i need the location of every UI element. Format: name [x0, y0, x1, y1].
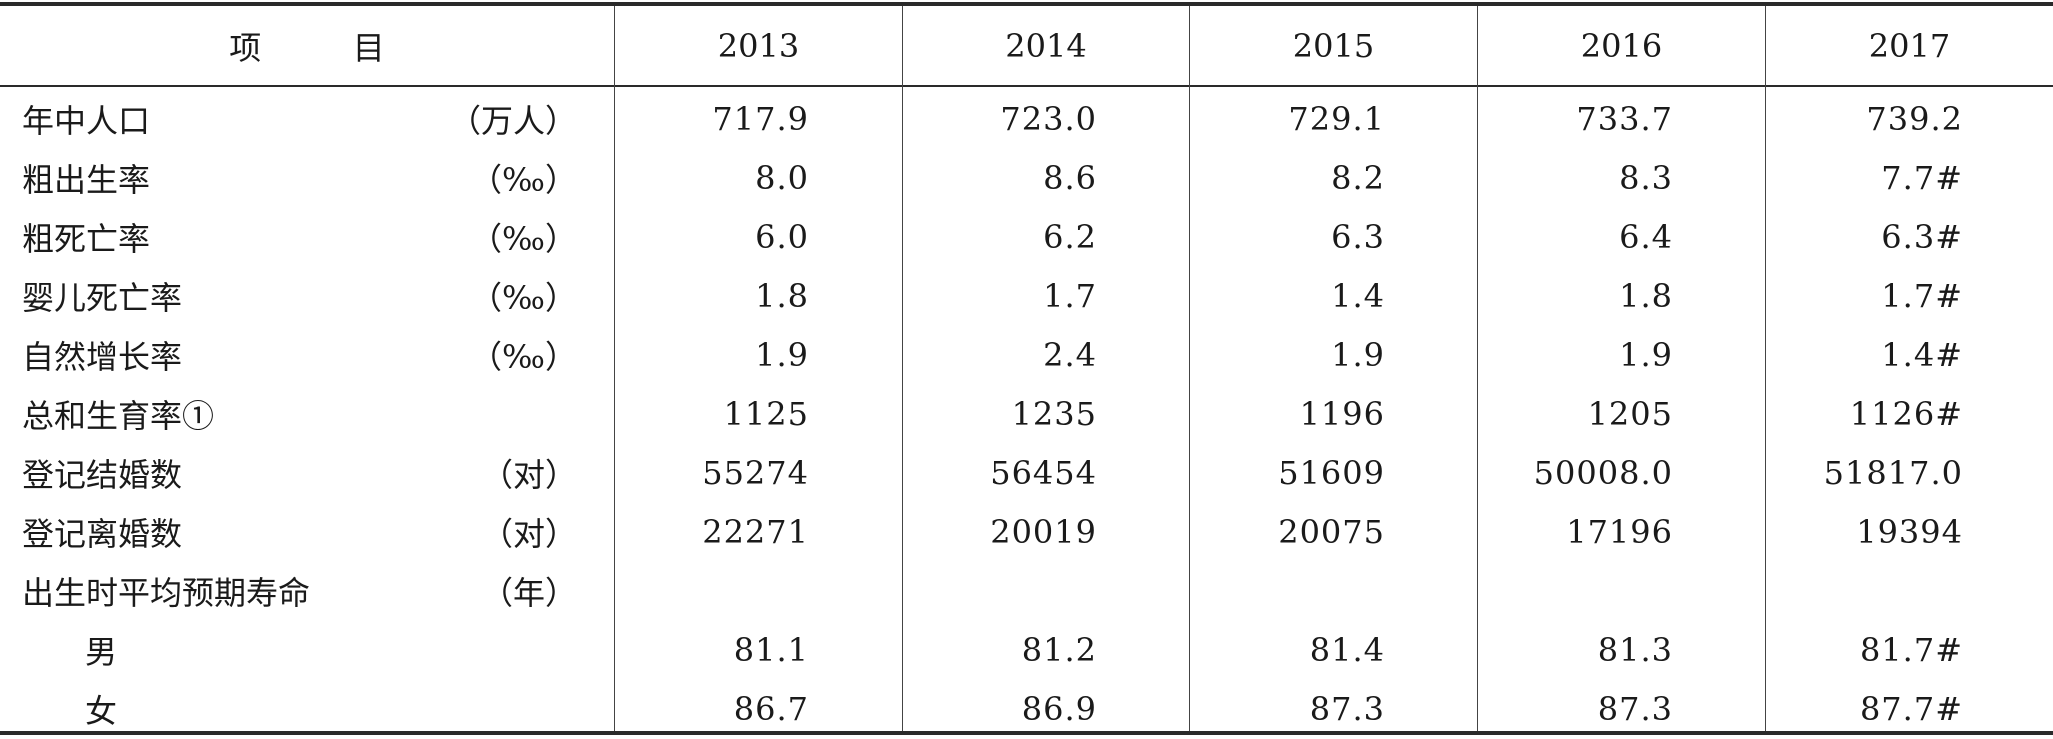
header-year-2015: 2015: [1292, 26, 1375, 65]
value-cell: 6.0: [755, 217, 809, 256]
row-label: 总和生育率①: [22, 396, 215, 435]
value-cell: 51817.0: [1823, 453, 1963, 492]
row-label: 男: [85, 632, 118, 671]
row-label: 女: [85, 691, 118, 730]
value-cell: 1.8: [1619, 276, 1673, 315]
row-label: 粗出生率: [22, 160, 151, 199]
value-cell: 86.9: [1021, 689, 1097, 728]
value-cell: 55274: [702, 453, 809, 492]
table-row: 登记离婚数 （对） 22271 20019 20075 17196 19394: [0, 502, 2053, 561]
value-cell: 81.1: [733, 630, 809, 669]
header-year-2016: 2016: [1580, 26, 1663, 65]
value-cell: 1196: [1299, 394, 1385, 433]
value-cell: 1.4: [1331, 276, 1385, 315]
value-cell: 81.4: [1309, 630, 1385, 669]
value-cell: 51609: [1278, 453, 1385, 492]
table-row: 总和生育率① 1125 1235 1196 1205 1126#: [0, 384, 2053, 443]
value-cell: 729.1: [1288, 99, 1385, 138]
column-divider: [1477, 6, 1478, 731]
row-unit: （‰）: [470, 160, 577, 199]
value-cell: 87.7#: [1859, 689, 1963, 728]
value-cell: 20075: [1278, 512, 1385, 551]
value-cell: 81.7#: [1859, 630, 1963, 669]
value-cell: 717.9: [712, 99, 809, 138]
table-row: 婴儿死亡率 （‰） 1.8 1.7 1.4 1.8 1.7#: [0, 266, 2053, 325]
header-year-2013: 2013: [717, 26, 800, 65]
value-cell: 1.8: [755, 276, 809, 315]
row-label: 登记离婚数: [22, 514, 183, 553]
value-cell: 1235: [1011, 394, 1097, 433]
value-cell: 1.9: [1331, 335, 1385, 374]
value-cell: 6.2: [1043, 217, 1097, 256]
row-label: 婴儿死亡率: [22, 278, 183, 317]
table-row: 自然增长率 （‰） 1.9 2.4 1.9 1.9 1.4#: [0, 325, 2053, 384]
table-row: 粗出生率 （‰） 8.0 8.6 8.2 8.3 7.7#: [0, 148, 2053, 207]
value-cell: 1.9: [755, 335, 809, 374]
row-label: 年中人口: [22, 101, 151, 140]
value-cell: 20019: [990, 512, 1097, 551]
value-cell: 1205: [1587, 394, 1673, 433]
value-cell: 8.6: [1043, 158, 1097, 197]
row-unit: （对）: [480, 455, 577, 494]
value-cell: 1126#: [1849, 394, 1963, 433]
row-label: 粗死亡率: [22, 219, 151, 258]
value-cell: 7.7#: [1881, 158, 1963, 197]
value-cell: 723.0: [1000, 99, 1097, 138]
row-unit: （‰）: [470, 219, 577, 258]
header-rule: [0, 85, 2053, 87]
row-label: 出生时平均预期寿命: [22, 573, 311, 612]
column-divider: [902, 6, 903, 731]
table-row: 粗死亡率 （‰） 6.0 6.2 6.3 6.4 6.3#: [0, 207, 2053, 266]
table-row: 女 86.7 86.9 87.3 87.3 87.7#: [0, 679, 2053, 738]
value-cell: 56454: [990, 453, 1097, 492]
header-item: 项 目: [229, 28, 385, 67]
value-cell: 1.9: [1619, 335, 1673, 374]
bottom-rule: [0, 731, 2053, 735]
value-cell: 87.3: [1309, 689, 1385, 728]
header-year-2014: 2014: [1005, 26, 1087, 65]
value-cell: 1125: [723, 394, 809, 433]
value-cell: 1.4#: [1881, 335, 1963, 374]
header-year-2017: 2017: [1868, 26, 1951, 65]
value-cell: 8.3: [1619, 158, 1673, 197]
table-row: 男 81.1 81.2 81.4 81.3 81.7#: [0, 620, 2053, 679]
value-cell: 1.7: [1043, 276, 1097, 315]
value-cell: 81.3: [1597, 630, 1673, 669]
value-cell: 6.3#: [1881, 217, 1963, 256]
table-row: 出生时平均预期寿命 （年）: [0, 561, 2053, 620]
value-cell: 8.2: [1331, 158, 1385, 197]
value-cell: 739.2: [1866, 99, 1963, 138]
value-cell: 19394: [1856, 512, 1963, 551]
value-cell: 17196: [1566, 512, 1673, 551]
row-unit: （对）: [480, 514, 577, 553]
table-row: 年中人口 （万人） 717.9 723.0 729.1 733.7 739.2: [0, 89, 2053, 148]
table-row: 登记结婚数 （对） 55274 56454 51609 50008.0 51817.0: [0, 443, 2053, 502]
value-cell: 8.0: [755, 158, 809, 197]
row-unit: （‰）: [470, 337, 577, 376]
top-rule: [0, 2, 2053, 6]
value-cell: 87.3: [1597, 689, 1673, 728]
column-divider: [1765, 6, 1766, 731]
row-unit: （年）: [480, 573, 577, 612]
row-unit: （万人）: [448, 101, 577, 140]
row-unit: （‰）: [470, 278, 577, 317]
value-cell: 81.2: [1021, 630, 1097, 669]
value-cell: 733.7: [1576, 99, 1673, 138]
column-divider: [614, 6, 615, 731]
value-cell: 6.4: [1619, 217, 1673, 256]
row-label: 自然增长率: [22, 337, 183, 376]
column-divider: [1189, 6, 1190, 731]
value-cell: 50008.0: [1533, 453, 1673, 492]
value-cell: 1.7#: [1881, 276, 1963, 315]
value-cell: 2.4: [1043, 335, 1097, 374]
value-cell: 22271: [702, 512, 809, 551]
row-label: 登记结婚数: [22, 455, 183, 494]
value-cell: 6.3: [1331, 217, 1385, 256]
value-cell: 86.7: [733, 689, 809, 728]
